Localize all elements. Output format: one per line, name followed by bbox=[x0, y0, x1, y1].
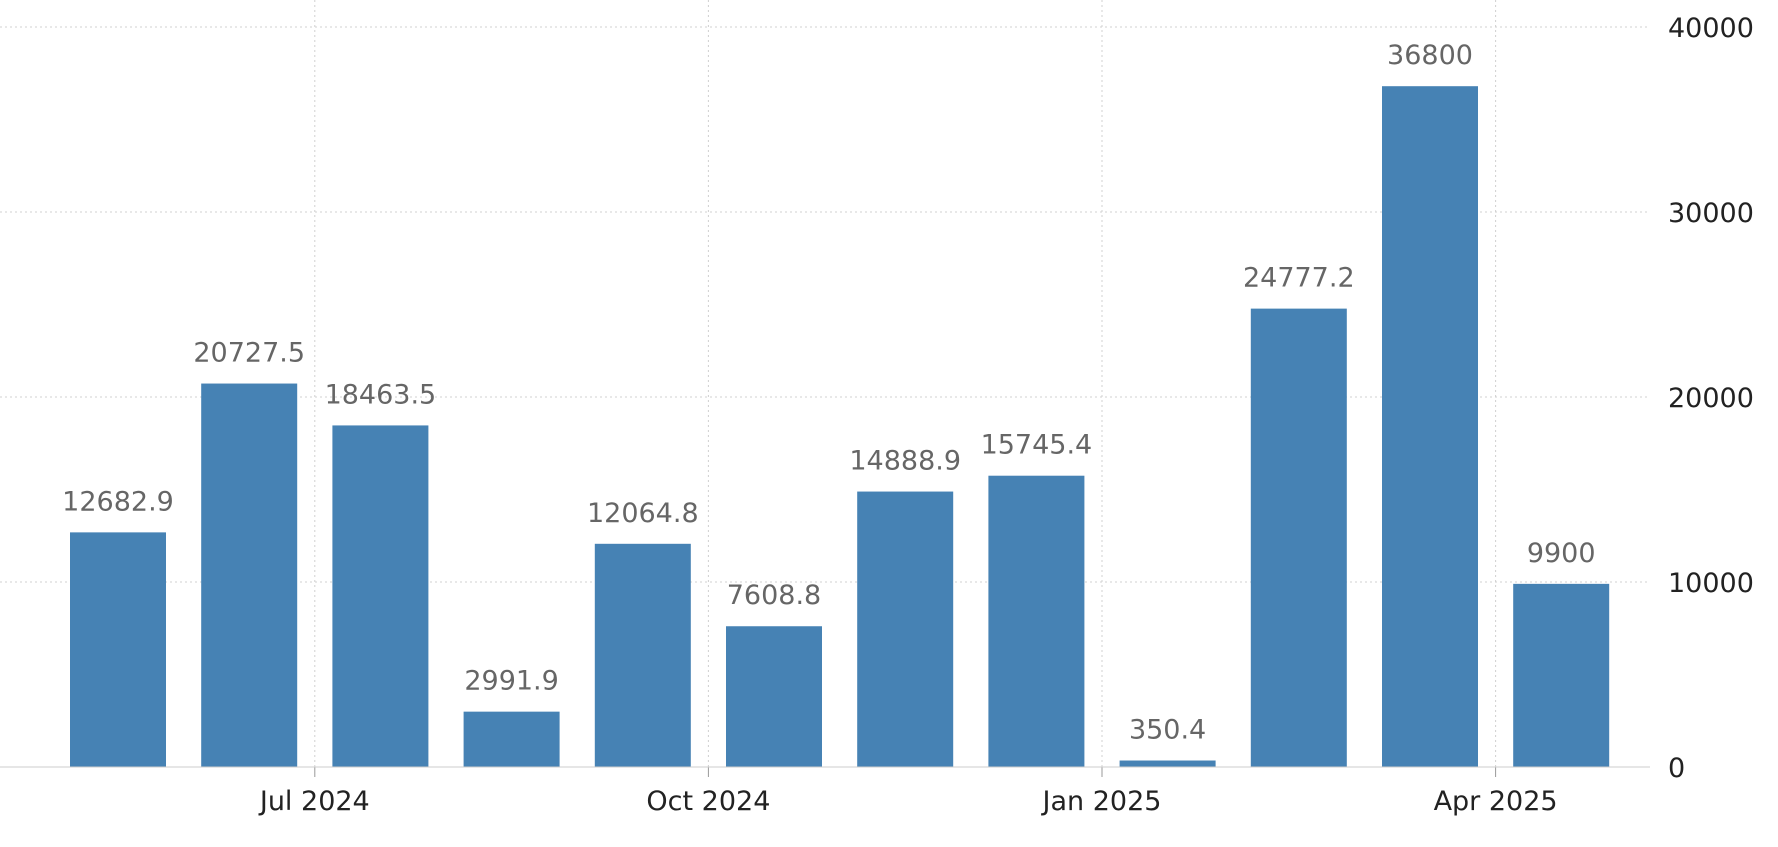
y-tick-label: 30000 bbox=[1668, 198, 1754, 229]
x-tick-label: Jul 2024 bbox=[258, 786, 370, 817]
data-label: 15745.4 bbox=[981, 430, 1093, 461]
bar-mar-2025[interactable] bbox=[1382, 86, 1478, 767]
data-label: 14888.9 bbox=[849, 446, 961, 477]
bar-jan-2025[interactable] bbox=[1119, 760, 1216, 767]
data-label: 7608.8 bbox=[727, 580, 821, 611]
data-label: 9900 bbox=[1527, 538, 1596, 569]
x-tick-label: Oct 2024 bbox=[646, 786, 770, 817]
bar-may-2024[interactable] bbox=[70, 532, 166, 767]
bar-nov-2024[interactable] bbox=[857, 491, 954, 767]
x-tick-label: Apr 2025 bbox=[1434, 786, 1558, 817]
x-axis: Jul 2024 Oct 2024 Jan 2025 Apr 2025 bbox=[0, 766, 1650, 817]
data-label: 20727.5 bbox=[193, 338, 305, 369]
bar-apr-2025[interactable] bbox=[1513, 583, 1610, 767]
bar-dec-2024[interactable] bbox=[988, 475, 1085, 767]
data-label: 12064.8 bbox=[587, 498, 699, 529]
data-labels: 12682.9 20727.5 18463.5 2991.9 12064.8 7608.8… bbox=[62, 40, 1595, 745]
data-label: 18463.5 bbox=[325, 379, 437, 410]
y-tick-label: 0 bbox=[1668, 753, 1685, 784]
y-tick-label: 20000 bbox=[1668, 383, 1754, 414]
y-tick-label: 40000 bbox=[1668, 13, 1754, 44]
bar-jul-2024[interactable] bbox=[332, 425, 429, 767]
bar-feb-2025[interactable] bbox=[1250, 308, 1347, 767]
data-label: 36800 bbox=[1387, 40, 1473, 71]
x-tick-label: Jan 2025 bbox=[1041, 786, 1162, 817]
bar-oct-2024[interactable] bbox=[726, 626, 822, 767]
data-label: 12682.9 bbox=[62, 486, 174, 517]
data-label: 2991.9 bbox=[464, 666, 558, 697]
data-label: 24777.2 bbox=[1243, 263, 1355, 294]
data-label: 350.4 bbox=[1129, 715, 1206, 746]
bar-aug-2024[interactable] bbox=[463, 711, 560, 767]
y-tick-label: 10000 bbox=[1668, 568, 1754, 599]
bar-jun-2024[interactable] bbox=[201, 383, 298, 767]
bars bbox=[70, 86, 1610, 767]
y-axis: 0 10000 20000 30000 40000 bbox=[1668, 13, 1754, 784]
bar-sep-2024[interactable] bbox=[594, 543, 691, 767]
